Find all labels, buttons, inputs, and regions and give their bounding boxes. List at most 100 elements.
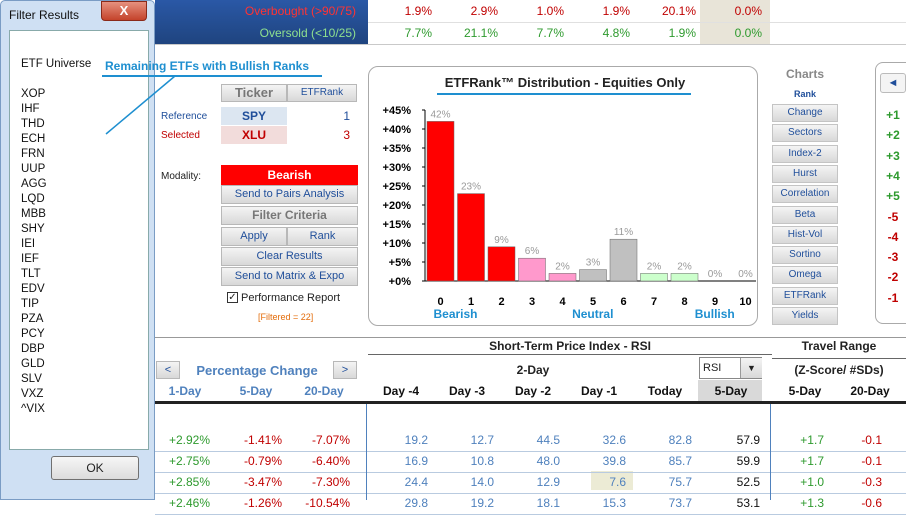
send-pairs-button[interactable]: Send to Pairs Analysis — [221, 185, 358, 204]
banner-value: 4.8% — [602, 26, 630, 40]
chart-button-beta[interactable]: Beta — [772, 205, 838, 224]
list-item[interactable]: XOP — [21, 88, 46, 100]
list-header: ETF Universe — [21, 58, 92, 70]
table-cell: -1.41% — [243, 433, 282, 447]
chart-button-hurst[interactable]: Hurst — [772, 164, 838, 183]
list-item[interactable]: IEF — [21, 253, 39, 265]
table-cell: 82.8 — [668, 433, 692, 447]
list-item[interactable]: PZA — [21, 313, 44, 325]
chart-button-change[interactable]: Change — [772, 104, 838, 122]
chart-button-sortino[interactable]: Sortino — [772, 246, 838, 265]
table-cell: +1.3 — [800, 496, 824, 510]
x-tick-label: 3 — [529, 296, 535, 308]
banner-value: 1.9% — [668, 26, 696, 40]
chevron-down-icon[interactable]: ▼ — [740, 358, 762, 378]
table-cell: 12.7 — [470, 433, 494, 447]
travel-range-title: Travel Range — [801, 339, 877, 353]
list-item[interactable]: ECH — [21, 133, 46, 145]
table-cell: -3.47% — [243, 475, 282, 489]
list-item[interactable]: TIP — [21, 298, 39, 310]
clear-results-button[interactable]: Clear Results — [221, 247, 358, 266]
chart-button-etfrank[interactable]: ETFRank — [772, 286, 838, 305]
next-button[interactable]: > — [333, 361, 357, 379]
list-item[interactable]: UUP — [21, 163, 46, 175]
chart-title: ETFRank™ Distribution - Equities Only — [444, 75, 686, 90]
list-item[interactable]: SLV — [21, 373, 42, 385]
chart-button-correlation[interactable]: Correlation — [772, 185, 838, 204]
rank-value: +1 — [886, 108, 900, 122]
list-item[interactable]: TLT — [21, 268, 41, 280]
y-tick-label: +15% — [383, 219, 412, 231]
rank-value: -1 — [887, 290, 899, 305]
rank-value: +2 — [886, 128, 900, 143]
y-tick-label: +10% — [383, 238, 412, 250]
table-cell: 59.9 — [736, 454, 760, 468]
chart-button-hist-vol[interactable]: Hist-Vol — [772, 225, 838, 244]
list-item[interactable]: PCY — [21, 328, 45, 340]
chart-button-omega[interactable]: Omega — [772, 266, 838, 285]
bar-label: 42% — [430, 109, 450, 120]
column-header: 5-Day — [788, 384, 822, 398]
reference-ticker[interactable]: SPY — [221, 107, 287, 125]
list-item[interactable]: VXZ — [21, 388, 44, 400]
list-item[interactable]: IHF — [21, 103, 40, 115]
y-tick-label: +40% — [383, 124, 412, 136]
left-arrow-icon[interactable]: ◄ — [880, 73, 906, 93]
oversold-label: Oversold (<10/25) — [259, 26, 356, 40]
y-tick-label: +5% — [389, 257, 412, 269]
y-tick-label: +35% — [383, 143, 412, 155]
selected-ticker[interactable]: XLU — [221, 126, 287, 144]
distribution-chart: +45%+40%+35%+30%+25%+20%+15%+10%+5%+0%42… — [383, 105, 756, 321]
list-item[interactable]: LQD — [21, 193, 45, 205]
banner-value: 1.9% — [404, 4, 432, 18]
table-cell: +1.7 — [800, 433, 824, 447]
table-cell: -6.40% — [311, 454, 350, 468]
list-item[interactable]: FRN — [21, 148, 45, 160]
bar-label: 0% — [708, 269, 723, 280]
charts-title: Charts — [785, 67, 824, 81]
list-item[interactable]: THD — [21, 118, 45, 130]
banner-value: 0.0% — [734, 4, 762, 18]
list-item[interactable]: SHY — [21, 223, 45, 235]
list-item[interactable]: AGG — [21, 178, 47, 190]
chart-button-yields[interactable]: Yields — [772, 307, 838, 325]
table-cell: 10.8 — [470, 454, 494, 468]
table-cell: 19.2 — [470, 496, 494, 510]
perf-report-label: Performance Report — [241, 292, 341, 304]
list-item[interactable]: EDV — [21, 283, 45, 295]
row-line — [155, 472, 906, 473]
close-button[interactable]: X — [101, 1, 147, 21]
bar-label: 23% — [461, 182, 481, 193]
ok-button[interactable]: OK — [51, 456, 139, 480]
rank-button[interactable]: Rank — [287, 227, 358, 246]
table-cell: -0.1 — [861, 433, 882, 447]
etf-list[interactable]: ETF Universe XOP IHF THD ECH FRN UUP AGG LQD MBB… — [9, 30, 149, 450]
highlight-cell — [591, 471, 633, 490]
apply-button[interactable]: Apply — [221, 227, 287, 246]
chart-button-index-2[interactable]: Index-2 — [772, 144, 838, 163]
banner-value: 20.1% — [661, 4, 696, 18]
rank-value: -5 — [887, 209, 899, 224]
list-item[interactable]: MBB — [21, 208, 46, 220]
bar-label: 6% — [525, 246, 540, 257]
table-cell: -10.54% — [305, 496, 350, 510]
list-item[interactable]: IEI — [21, 238, 36, 250]
table-cell: -0.3 — [861, 475, 882, 489]
x-tick-label: 7 — [651, 296, 657, 308]
col-divider — [770, 404, 771, 500]
bar — [457, 193, 485, 282]
table-cell: +1.7 — [800, 454, 824, 468]
list-item[interactable]: ^VIX — [21, 403, 45, 415]
list-item[interactable]: DBP — [21, 343, 45, 355]
table-cell: -7.30% — [311, 475, 350, 489]
table-cell: 53.1 — [736, 496, 760, 510]
filter-criteria-header: Filter Criteria — [221, 206, 358, 225]
send-matrix-button[interactable]: Send to Matrix & Expo — [221, 267, 358, 286]
x-tick-label: 5 — [590, 296, 596, 308]
perf-report-checkbox[interactable]: ✓ — [227, 292, 238, 303]
list-item[interactable]: GLD — [21, 358, 45, 370]
prev-button[interactable]: < — [156, 361, 180, 379]
chart-button-sectors[interactable]: Sectors — [772, 124, 838, 143]
x-tick-label: 8 — [681, 296, 687, 308]
table-cell: -0.1 — [861, 454, 882, 468]
